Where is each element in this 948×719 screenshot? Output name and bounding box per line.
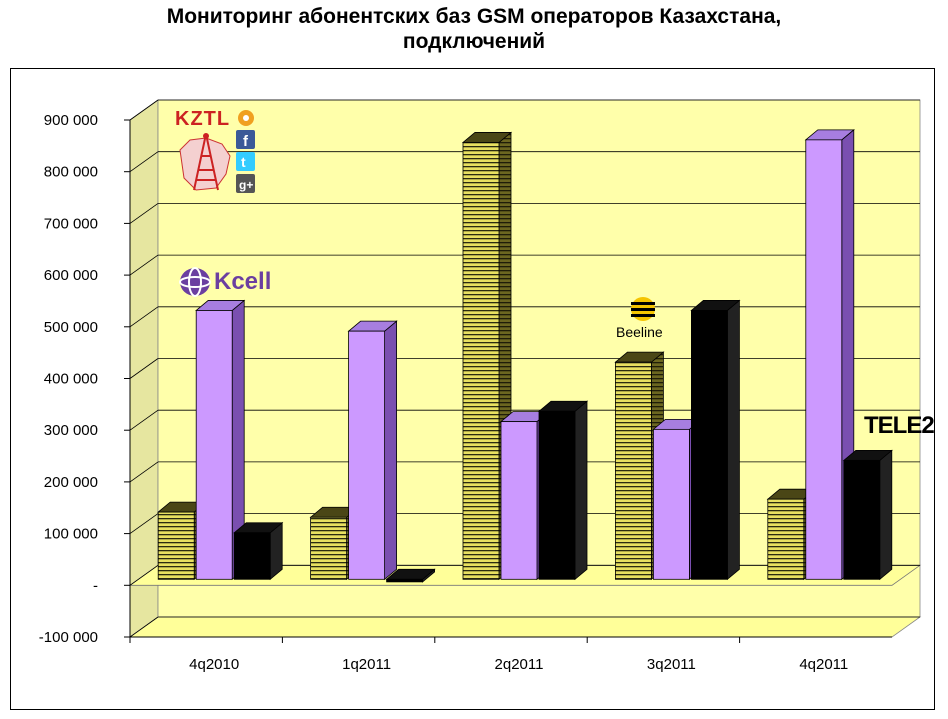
bars bbox=[157, 128, 893, 583]
gridline-diag bbox=[129, 254, 159, 276]
bar-3q2011-3 bbox=[690, 299, 741, 581]
bar-1q2011-3 bbox=[385, 568, 436, 583]
gridline-diag bbox=[129, 409, 159, 431]
gridline-diag bbox=[129, 616, 159, 638]
x-tick-label: 1q2011 bbox=[342, 656, 391, 673]
bar-side bbox=[727, 299, 740, 581]
x-tick-label: 2q2011 bbox=[495, 656, 544, 673]
beeline-logo-text: Beeline bbox=[616, 324, 663, 340]
y-tick-label: 500 000 bbox=[44, 319, 98, 336]
axes bbox=[124, 119, 892, 643]
bar-front bbox=[805, 139, 843, 580]
floor bbox=[128, 616, 922, 638]
bar-front bbox=[653, 428, 690, 580]
bar-front bbox=[310, 516, 348, 580]
gridline-diag bbox=[129, 151, 159, 173]
bar-front bbox=[691, 310, 728, 580]
kcell-emblem-icon bbox=[179, 267, 211, 297]
bar-4q2011-2 bbox=[804, 128, 855, 581]
y-tick-label: 600 000 bbox=[44, 267, 98, 284]
bar-front bbox=[386, 578, 424, 583]
gridline-diag bbox=[129, 564, 159, 586]
y-tick-label: 800 000 bbox=[44, 164, 98, 181]
svg-text:t: t bbox=[241, 154, 246, 170]
y-tick-label: - bbox=[93, 577, 98, 594]
bar-1q2011-2 bbox=[347, 320, 398, 581]
tele2-logo: TELE2 bbox=[864, 412, 940, 442]
gridline-diag bbox=[129, 358, 159, 379]
bar-3q2011-1 bbox=[614, 351, 665, 581]
gridline-diag bbox=[129, 99, 159, 121]
gridline-diag bbox=[129, 306, 159, 328]
bar-4q2010-3 bbox=[233, 521, 284, 581]
kcell-logo: Kcell bbox=[178, 266, 288, 302]
svg-text:g+: g+ bbox=[239, 178, 253, 192]
bar-front bbox=[500, 421, 538, 580]
beeline-emblem-icon bbox=[631, 297, 655, 321]
y-tick-label: 200 000 bbox=[44, 474, 98, 491]
chart-title: Мониторинг абонентских баз GSM операторо… bbox=[0, 4, 948, 54]
x-tick-label: 4q2011 bbox=[799, 656, 848, 673]
bar-front bbox=[843, 459, 881, 580]
bar-front bbox=[233, 532, 271, 580]
bar-front bbox=[615, 361, 652, 580]
y-tick-label: -100 000 bbox=[39, 629, 98, 646]
chart-title-line2: подключений bbox=[402, 30, 546, 53]
gridline-diag bbox=[129, 461, 159, 483]
bar-side bbox=[384, 320, 398, 581]
tele2-logo-text: TELE2 bbox=[864, 412, 935, 439]
google-plus-icon: g+ bbox=[236, 174, 255, 193]
radio-tower-icon bbox=[179, 133, 231, 191]
bar-side bbox=[574, 400, 588, 581]
bar-front bbox=[195, 310, 233, 580]
y-tick-label: 700 000 bbox=[44, 215, 98, 232]
y-tick-label: 300 000 bbox=[44, 422, 98, 439]
kztl-logo-text: KZTL bbox=[175, 108, 231, 130]
flower-icon bbox=[238, 110, 254, 126]
bar-front bbox=[348, 330, 386, 580]
x-tick-label: 4q2010 bbox=[189, 656, 239, 673]
bar-front bbox=[767, 498, 805, 580]
kztl-logo: KZTL f t g+ bbox=[172, 108, 262, 196]
bar-side bbox=[879, 449, 893, 581]
bar-4q2011-3 bbox=[842, 449, 893, 581]
bar-front bbox=[538, 410, 576, 580]
bar-front bbox=[462, 142, 500, 580]
x-tick-label: 3q2011 bbox=[647, 656, 696, 673]
bar-front bbox=[157, 511, 195, 580]
bar-2q2011-3 bbox=[537, 400, 589, 581]
y-tick-label: 100 000 bbox=[44, 526, 98, 543]
twitter-icon: t bbox=[236, 152, 255, 171]
chart-title-line1: Мониторинг абонентских баз GSM операторо… bbox=[166, 5, 782, 28]
kcell-logo-text: Kcell bbox=[214, 268, 272, 295]
svg-text:f: f bbox=[243, 133, 249, 149]
y-tick-label: 900 000 bbox=[44, 112, 98, 129]
gridline-diag bbox=[129, 513, 159, 534]
chart-frame bbox=[10, 68, 935, 710]
bar-4q2010-2 bbox=[195, 299, 246, 581]
facebook-icon: f bbox=[236, 130, 255, 149]
y-tick-label: 400 000 bbox=[44, 371, 98, 388]
beeline-logo: Beeline bbox=[614, 296, 684, 344]
x-tick-labels: 4q2010 1q2011 2q2011 3q2011 4q2011 bbox=[189, 656, 848, 673]
gridline-diag bbox=[129, 203, 159, 224]
